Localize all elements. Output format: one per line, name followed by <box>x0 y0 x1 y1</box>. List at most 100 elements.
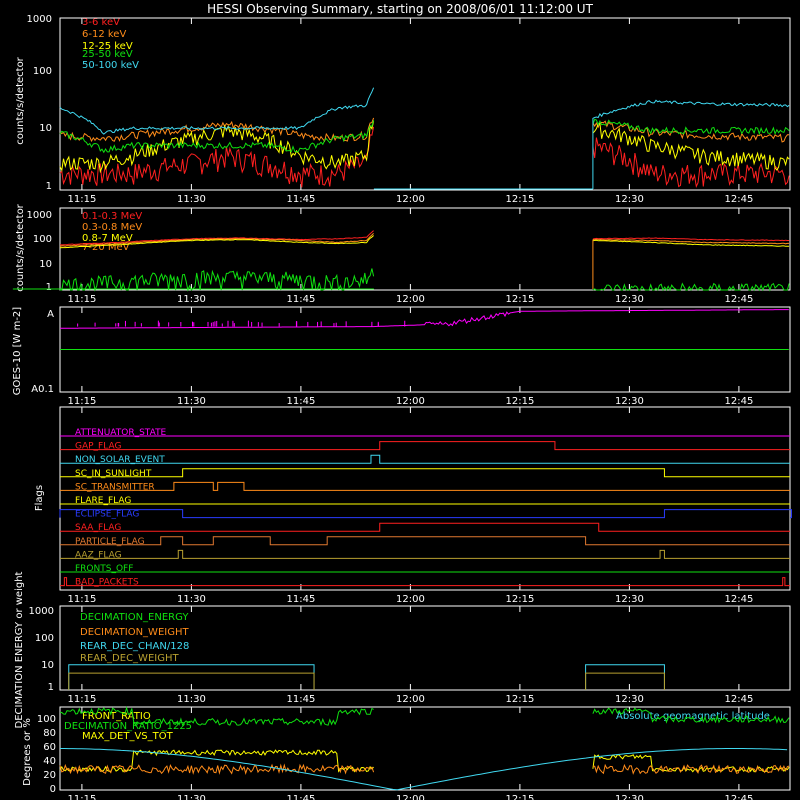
time-tick-label: 12:45 <box>724 794 753 800</box>
p4-flag-label-4: SC_TRANSMITTER <box>75 482 155 492</box>
p4-flag-line-2 <box>60 454 790 464</box>
p2-legend-1: 0.3-0.8 MeV <box>82 222 142 233</box>
p5-legend-1: DECIMATION_WEIGHT <box>80 627 189 638</box>
p6-ytick-60: 60 <box>43 742 56 753</box>
p4-flag-label-10: FRONTS_OFF <box>75 564 133 574</box>
time-tick-label: 11:45 <box>286 594 315 605</box>
p5-legend-3: REAR_DEC_WEIGHT <box>80 653 179 664</box>
p4-flag-line-7 <box>60 522 790 532</box>
time-tick-label: 12:30 <box>615 396 644 407</box>
time-tick-label: 12:30 <box>615 794 644 800</box>
time-tick-label: 12:45 <box>724 694 753 705</box>
time-tick-label: 11:45 <box>286 294 315 305</box>
p6-legend-2: MAX_DET_VS_TOT <box>82 731 174 742</box>
p4-flag-label-1: GAP_FLAG <box>75 442 121 452</box>
p4-flag-label-11: BAD_PACKETS <box>75 578 139 588</box>
p2-series-0 <box>59 230 790 246</box>
panel-gamma: counts/s/detector 1 10 100 1000 0.1-0.3 … <box>15 203 142 293</box>
p1-ylabel: counts/s/detector <box>15 56 26 144</box>
p1-ytick-10: 10 <box>39 123 52 134</box>
p1-series-3-6-keV <box>59 126 790 189</box>
p1-ytick-1000: 1000 <box>27 14 52 25</box>
p2-ytick-1: 1 <box>46 282 52 293</box>
p4-flag-line-6 <box>59 509 792 519</box>
p2-legend-3: 7-20 MeV <box>82 242 130 253</box>
p6-ytick-100: 100 <box>37 714 56 725</box>
p2-legend: 0.1-0.3 MeV 0.3-0.8 MeV 0.8-7 MeV 7-20 M… <box>82 211 142 253</box>
p3-ytick-a01: A0.1 <box>31 384 54 395</box>
time-tick-label: 12:15 <box>505 396 534 407</box>
time-tick-label: 11:15 <box>67 794 96 800</box>
panel-flags: Flags <box>34 485 45 511</box>
p6-ylabel: Degrees or % <box>22 718 33 786</box>
time-tick-label: 11:45 <box>286 194 315 205</box>
p4-ylabel: Flags <box>34 485 45 511</box>
time-tick-label: 11:15 <box>67 396 96 407</box>
p1-ytick-1: 1 <box>46 181 52 192</box>
panel-frame-5 <box>59 605 791 691</box>
p5-legend-0: DECIMATION_ENERGY <box>80 612 189 623</box>
chart-marks: 11:15 11:30 11:45 12:00 12:15 12:30 12:45 11:15… <box>12 17 792 800</box>
p2-ylabel: counts/s/detector <box>15 203 26 291</box>
p4-flag-label-7: SAA_FLAG <box>75 523 121 533</box>
p1-series-50-100-keV <box>59 87 790 135</box>
time-tick-label: 12:00 <box>396 594 425 605</box>
p2-ytick-1000: 1000 <box>27 210 52 221</box>
panel-frame-2 <box>59 207 791 291</box>
p4-flag-label-6: ECLIPSE_FLAG <box>75 510 139 520</box>
time-tick-label: 12:45 <box>724 594 753 605</box>
time-tick-label: 11:45 <box>286 396 315 407</box>
p5-legend: DECIMATION_ENERGY DECIMATION_WEIGHT REAR… <box>80 612 189 664</box>
time-tick-label: 12:15 <box>505 694 534 705</box>
p5-ylabel: DECIMATION ENERGY or weight <box>14 571 25 728</box>
p6-legend-1: DECIMATION_RATIO_1225 <box>64 721 192 732</box>
time-tick-label: 12:00 <box>396 694 425 705</box>
p2-legend-0: 0.1-0.3 MeV <box>82 211 142 222</box>
p6-ytick-20: 20 <box>43 770 56 781</box>
p6-max-det <box>59 763 790 776</box>
p2-series-1 <box>59 233 790 247</box>
p6-legend: FRONT_RATIO DECIMATION_RATIO_1225 MAX_DE… <box>64 711 770 742</box>
time-tick-label: 12:15 <box>505 194 534 205</box>
time-tick-label: 12:00 <box>396 794 425 800</box>
p4-flag-line-9 <box>60 549 790 559</box>
p4-flag-label-8: PARTICLE_FLAG <box>75 537 145 547</box>
time-tick-label: 11:30 <box>177 194 206 205</box>
p1-legend-25-50: 25-50 keV <box>82 49 133 60</box>
time-tick-label: 12:15 <box>505 794 534 800</box>
p6-ytick-0: 0 <box>50 784 56 795</box>
p2-series-2 <box>59 235 790 249</box>
p5-ytick-10: 10 <box>41 660 54 671</box>
time-tick-label: 11:30 <box>177 294 206 305</box>
p3-series-0 <box>59 309 789 329</box>
panel-frame-4 <box>59 406 791 591</box>
time-tick-label: 11:45 <box>286 794 315 800</box>
time-tick-label: 12:45 <box>724 294 753 305</box>
time-tick-label: 11:30 <box>177 794 206 800</box>
panel-xray-low: counts/s/detector 1 10 100 1000 3-6 keV … <box>15 14 139 192</box>
time-tick-label: 11:15 <box>67 694 96 705</box>
time-tick-label: 12:30 <box>615 694 644 705</box>
p1-legend-6-12: 6-12 keV <box>82 29 126 40</box>
time-tick-label: 11:15 <box>67 194 96 205</box>
p5-step-2-1 <box>585 664 665 690</box>
time-tick-label: 12:00 <box>396 396 425 407</box>
p1-series-6-12-keV <box>59 117 790 143</box>
p4-flag-label-3: SC_IN_SUNLIGHT <box>75 469 152 479</box>
p6-legend-0: FRONT_RATIO <box>82 711 151 722</box>
time-tick-label: 11:30 <box>177 594 206 605</box>
p5-legend-2: REAR_DEC_CHAN/128 <box>80 641 189 652</box>
p3-ytick-a: A <box>47 309 54 320</box>
p4-flag-line-4 <box>60 481 790 491</box>
p4-flag-label-5: FLARE_FLAG <box>75 496 131 506</box>
p1-ytick-labels: 1 10 100 1000 <box>27 14 52 192</box>
p3-ylabel: GOES-10 [W m-2] <box>12 307 23 395</box>
time-tick-label: 12:30 <box>615 194 644 205</box>
p5-step-3-0 <box>68 672 315 690</box>
p4-flag-line-1 <box>60 441 790 451</box>
p4-flag-label-2: NON_SOLAR_EVENT <box>75 455 165 465</box>
p1-series-25-50-keV <box>59 118 790 154</box>
time-tick-label: 12:15 <box>505 594 534 605</box>
p1-ytick-100: 100 <box>33 66 52 77</box>
p5-step-3-1 <box>585 672 665 690</box>
